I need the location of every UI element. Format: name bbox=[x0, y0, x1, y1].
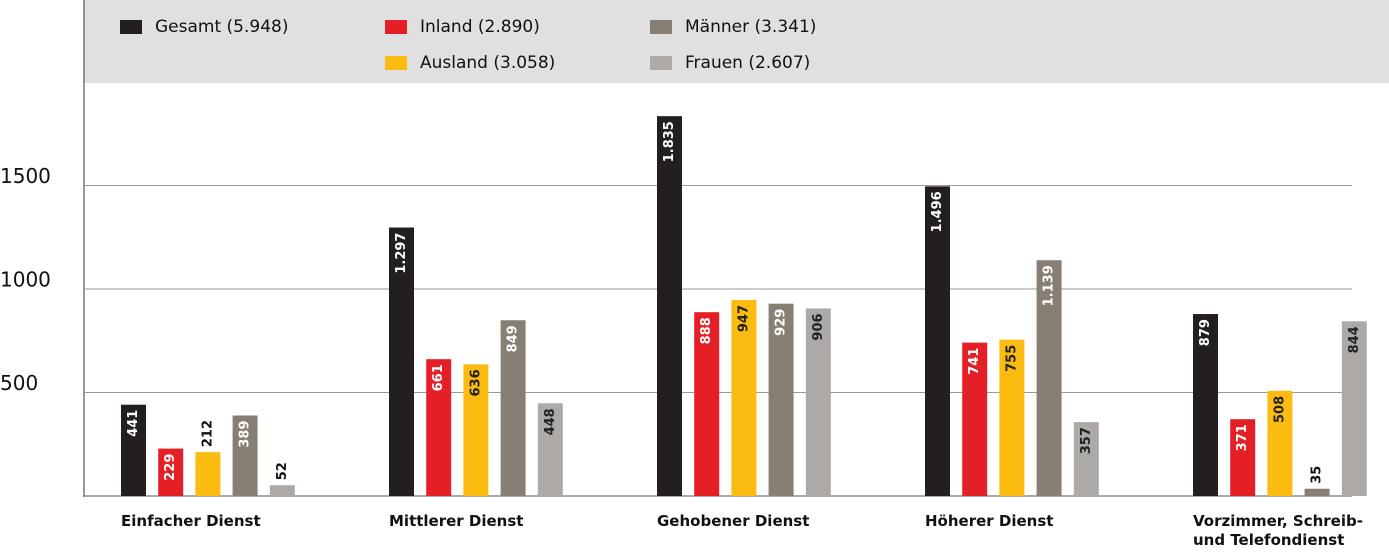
bar bbox=[925, 186, 950, 496]
bar bbox=[463, 364, 489, 496]
bar bbox=[805, 308, 831, 496]
data-label: 879 bbox=[1198, 319, 1213, 346]
legend-swatch bbox=[385, 56, 407, 70]
data-label: 741 bbox=[967, 348, 982, 375]
bar bbox=[121, 404, 146, 496]
bar bbox=[389, 227, 414, 496]
data-label: 755 bbox=[1004, 345, 1019, 372]
data-label: 229 bbox=[163, 454, 178, 481]
bar bbox=[1036, 260, 1062, 496]
data-label: 1.297 bbox=[394, 233, 409, 274]
bar bbox=[426, 359, 452, 496]
y-tick-label: 1500 bbox=[0, 164, 51, 188]
data-label: 636 bbox=[468, 369, 483, 396]
legend-label: Frauen (2.607) bbox=[685, 53, 810, 73]
bar bbox=[768, 303, 794, 496]
y-tick-label: 1000 bbox=[0, 268, 51, 292]
x-tick-label: Gehobener Dienst bbox=[657, 512, 810, 530]
data-label: 52 bbox=[275, 462, 290, 480]
data-label: 947 bbox=[736, 305, 751, 332]
bar bbox=[1341, 321, 1367, 496]
legend-swatch bbox=[120, 20, 142, 34]
bar bbox=[999, 339, 1025, 496]
data-label: 849 bbox=[506, 325, 521, 352]
legend-label: Gesamt (5.948) bbox=[155, 17, 288, 37]
bar bbox=[232, 415, 258, 496]
data-label: 212 bbox=[200, 420, 215, 447]
legend-band bbox=[84, 0, 1389, 83]
data-label: 389 bbox=[238, 420, 253, 447]
data-label: 441 bbox=[126, 410, 141, 437]
legend-swatch bbox=[650, 20, 672, 34]
data-label: 888 bbox=[699, 317, 714, 344]
data-label: 508 bbox=[1272, 396, 1287, 423]
bar bbox=[731, 299, 757, 496]
data-label: 448 bbox=[543, 408, 558, 435]
bar bbox=[269, 485, 295, 496]
bar bbox=[1267, 390, 1293, 496]
bar bbox=[158, 448, 184, 496]
legend-label: Männer (3.341) bbox=[685, 17, 816, 37]
bar bbox=[657, 116, 682, 496]
data-label: 906 bbox=[811, 313, 826, 340]
bar bbox=[694, 312, 720, 496]
data-label: 1.139 bbox=[1042, 265, 1057, 306]
x-tick-label: Mittlerer Dienst bbox=[389, 512, 524, 530]
legend-label: Inland (2.890) bbox=[420, 17, 540, 37]
data-label: 844 bbox=[1347, 326, 1362, 353]
legend-swatch bbox=[385, 20, 407, 34]
data-label: 1.835 bbox=[662, 121, 677, 162]
data-label: 661 bbox=[431, 364, 446, 391]
bar bbox=[500, 320, 526, 496]
x-tick-label: Vorzimmer, Schreib- und Telefondienst bbox=[1193, 512, 1363, 549]
bar bbox=[1193, 314, 1218, 496]
bar bbox=[1304, 488, 1330, 496]
data-label: 929 bbox=[774, 309, 789, 336]
bar bbox=[1230, 419, 1256, 496]
bar bbox=[1073, 422, 1099, 496]
bar bbox=[537, 403, 563, 496]
y-tick-label: 500 bbox=[0, 371, 38, 395]
legend-label: Ausland (3.058) bbox=[420, 53, 555, 73]
x-tick-label: Einfacher Dienst bbox=[121, 512, 261, 530]
legend-swatch bbox=[650, 56, 672, 70]
data-label: 371 bbox=[1235, 424, 1250, 451]
data-label: 357 bbox=[1079, 427, 1094, 454]
data-label: 35 bbox=[1310, 466, 1325, 484]
bar bbox=[962, 342, 988, 496]
x-tick-label: Höherer Dienst bbox=[925, 512, 1054, 530]
data-label: 1.496 bbox=[930, 191, 945, 232]
bar bbox=[195, 452, 221, 496]
